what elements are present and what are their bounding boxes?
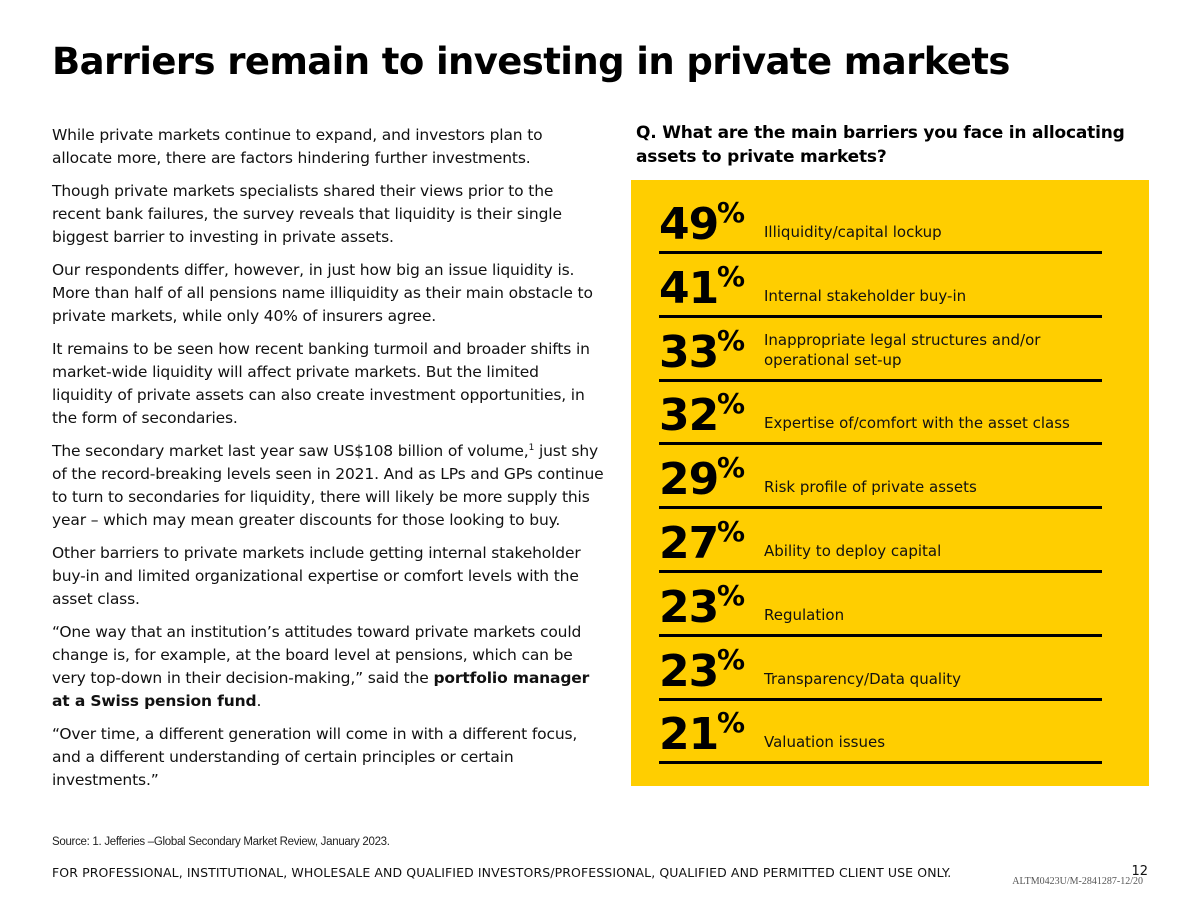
- percent-sign: %: [717, 578, 746, 612]
- barrier-label: Valuation issues: [764, 733, 886, 752]
- barrier-label: Ability to deploy capital: [764, 542, 942, 560]
- barrier-percent: 41: [659, 262, 719, 314]
- barrier-percent: 49: [659, 199, 719, 250]
- paragraph-5: The secondary market last year saw US$10…: [52, 440, 604, 532]
- percent-sign: %: [717, 451, 746, 485]
- percent-sign: %: [717, 706, 746, 740]
- paragraph-8: “Over time, a different generation will …: [52, 725, 578, 789]
- barrier-row: 29% Risk profile of private assets: [659, 445, 1102, 510]
- barrier-label: Regulation: [764, 605, 845, 624]
- paragraph-6: Other barriers to private markets includ…: [52, 544, 581, 608]
- barrier-row: 41% Internal stakeholder buy-in: [659, 254, 1102, 318]
- barrier-percent: 29: [659, 454, 719, 506]
- percent-sign: %: [717, 196, 746, 229]
- percent-sign: %: [717, 323, 746, 357]
- footnote-ref: 1: [528, 442, 535, 453]
- barrier-percent: 27: [659, 518, 719, 569]
- paragraph-3: Our respondents differ, however, in just…: [52, 261, 593, 325]
- barrier-percent: 23: [659, 581, 719, 633]
- page-number: 12: [1131, 864, 1148, 879]
- barrier-percent: 23: [659, 645, 719, 697]
- barrier-row: 33% Inappropriate legal structures and/or…: [659, 318, 1102, 382]
- paragraph-7: “One way that an institution’s attitudes…: [52, 621, 604, 713]
- source-note: Source: 1. Jefferies –Global Secondary M…: [52, 836, 390, 848]
- barrier-percent: 32: [659, 390, 719, 442]
- barrier-row: 49% Illiquidity/capital lockup: [659, 190, 1102, 254]
- percent-sign: %: [717, 642, 746, 676]
- barrier-row: 32% Expertise of/comfort with the asset c…: [659, 381, 1102, 446]
- barrier-row: 23% Regulation: [659, 573, 1102, 637]
- document-code: ALTM0423U/M-2841287-12/20: [1012, 876, 1143, 887]
- quote-attribution: portfolio manager at a Swiss pension fun…: [52, 669, 590, 710]
- survey-question: Q. What are the main barriers you face i…: [636, 123, 1125, 167]
- barrier-row: 21% Valuation issues: [659, 700, 1102, 765]
- paragraph-5-text: The secondary market last year saw US$10…: [52, 442, 529, 460]
- paragraph-2: Though private markets specialists share…: [52, 182, 562, 246]
- paragraph-1: While private markets continue to expand…: [52, 126, 543, 167]
- body-text: While private markets continue to expand…: [52, 124, 604, 802]
- disclaimer-footer: FOR PROFESSIONAL, INSTITUTIONAL, WHOLESA…: [52, 865, 952, 880]
- barrier-percent: 33: [659, 326, 719, 378]
- barrier-label: Risk profile of private assets: [764, 478, 977, 497]
- barrier-label: Transparency/Data quality: [764, 669, 961, 688]
- barrier-row: 27% Ability to deploy capital: [659, 509, 1102, 573]
- barrier-label: Illiquidity/capital lockup: [764, 223, 942, 241]
- barrier-label: Internal stakeholder buy-in: [764, 286, 967, 305]
- barriers-panel: 49% Illiquidity/capital lockup 41% Internal…: [631, 180, 1149, 786]
- percent-sign: %: [717, 387, 746, 421]
- barrier-percent: 21: [659, 709, 719, 761]
- barrier-label: Inappropriate legal structures and/or op…: [764, 330, 1041, 369]
- percent-sign: %: [717, 259, 746, 293]
- paragraph-7-text: “One way that an institution’s attitudes…: [52, 623, 582, 687]
- page-title: Barriers remain to investing in private …: [52, 40, 1010, 83]
- barrier-label: Expertise of/comfort with the asset clas…: [764, 414, 1070, 433]
- barrier-row: 23% Transparency/Data quality: [659, 637, 1102, 701]
- paragraph-5-cont: just shy of the record-breaking levels s…: [52, 442, 604, 529]
- percent-sign: %: [717, 515, 746, 548]
- paragraph-4: It remains to be seen how recent banking…: [52, 340, 590, 427]
- paragraph-7-end: .: [256, 692, 262, 710]
